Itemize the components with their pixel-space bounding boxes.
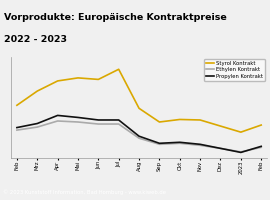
Text: © 2023 Kunststoff Information, Bad Homburg - www.kiweb.de: © 2023 Kunststoff Information, Bad Hombu… — [3, 189, 166, 195]
Text: 2022 - 2023: 2022 - 2023 — [4, 35, 67, 44]
Legend: Styrol Kontrakt, Ethylen Kontrakt, Propylen Kontrakt: Styrol Kontrakt, Ethylen Kontrakt, Propy… — [204, 59, 265, 81]
Text: Vorprodukte: Europäische Kontraktpreise: Vorprodukte: Europäische Kontraktpreise — [4, 14, 227, 22]
